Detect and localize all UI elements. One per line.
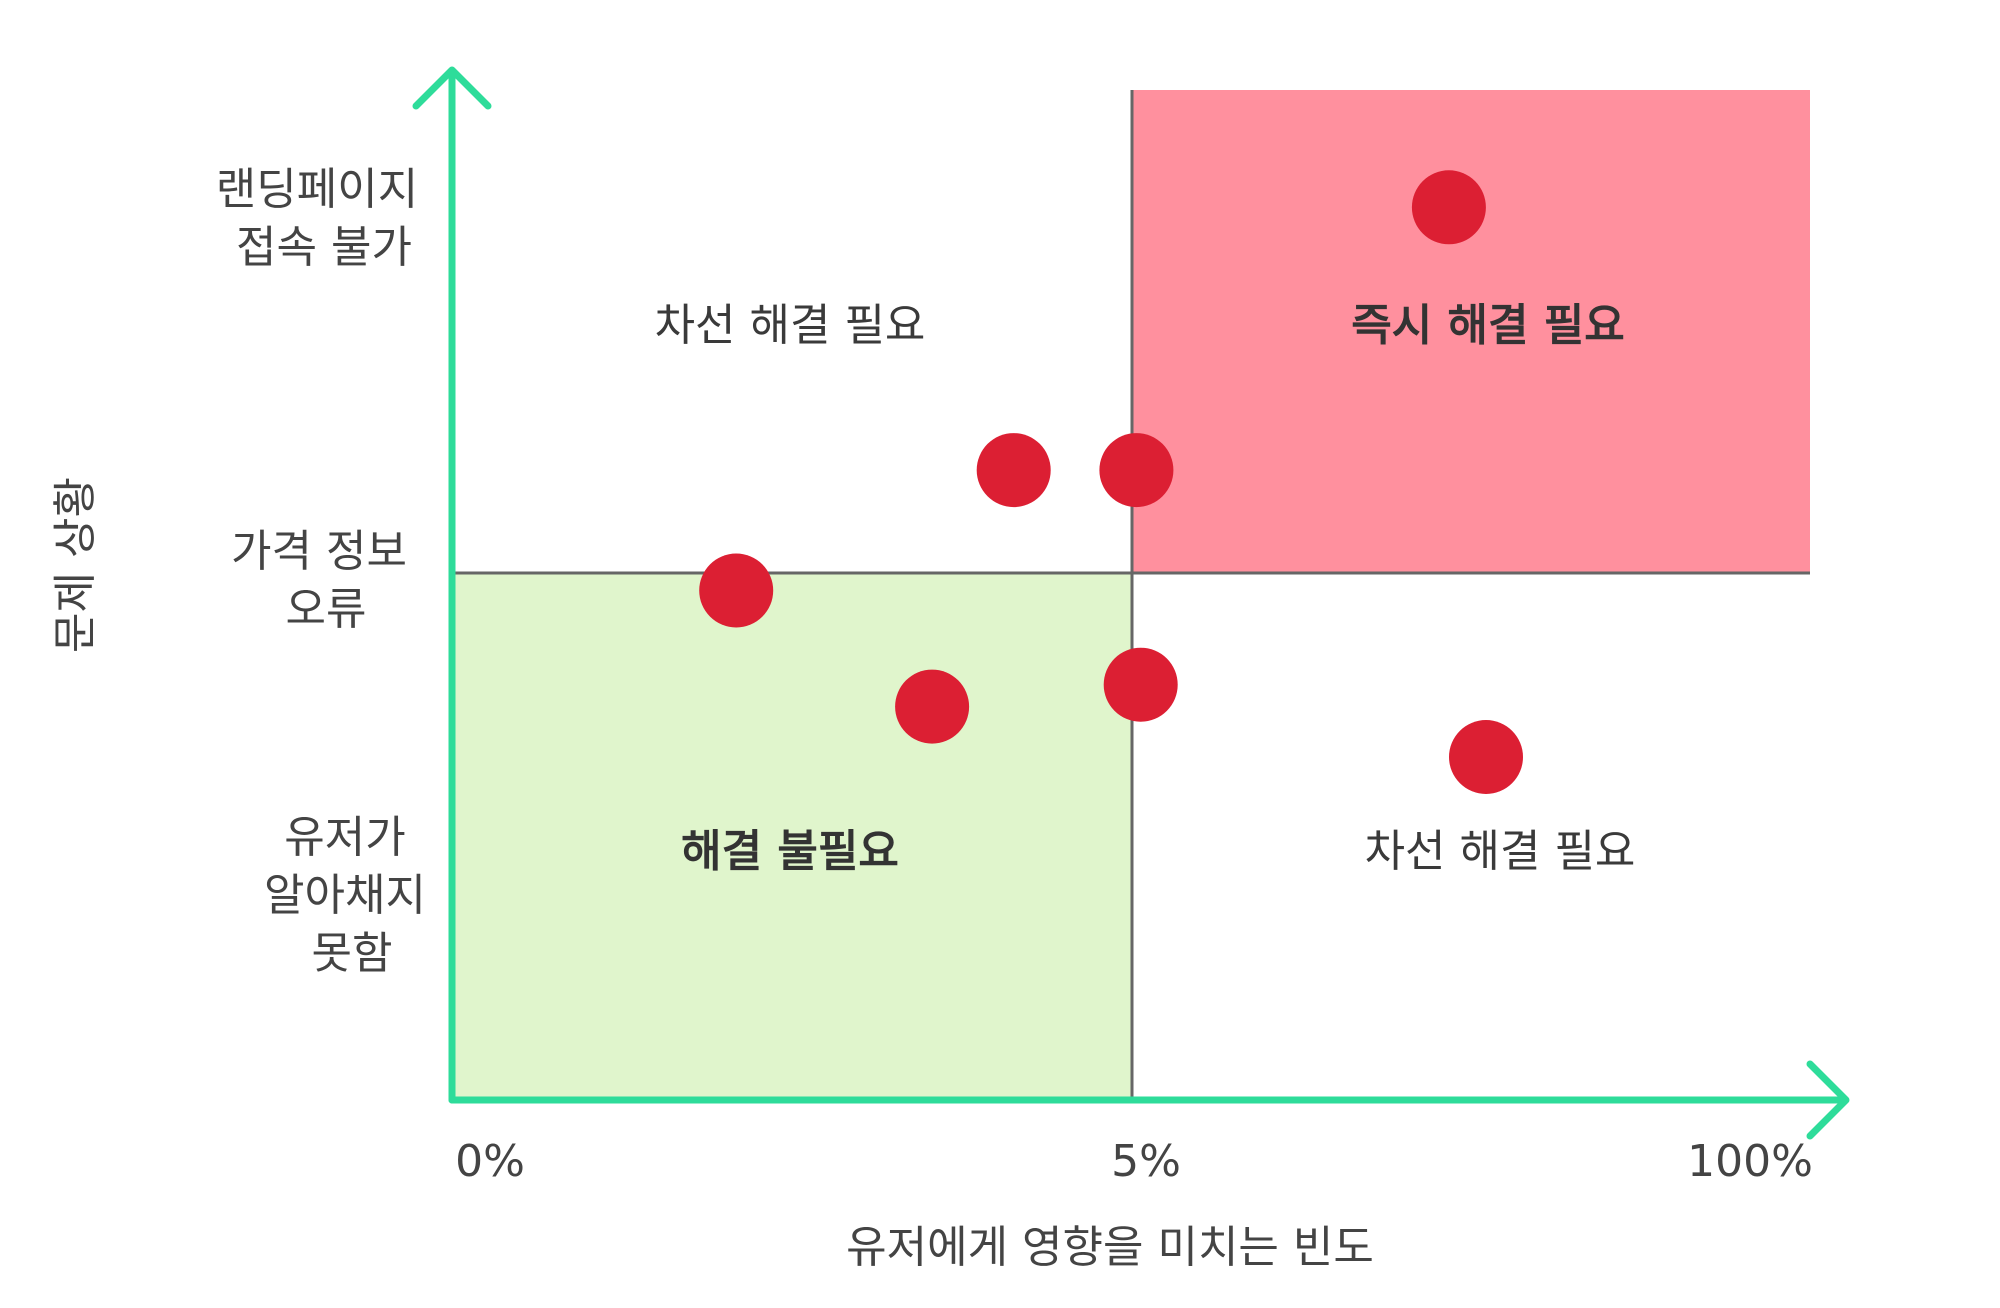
quadrant-label-top-right: 즉시 해결 필요 (1351, 300, 1625, 351)
data-point-7 (1449, 720, 1523, 794)
x-axis (448, 1060, 1850, 1140)
data-points (699, 170, 1523, 794)
data-point-1 (976, 433, 1051, 508)
quadrant-label-bottom-left: 해결 불필요 (681, 826, 899, 877)
data-point-6 (1103, 647, 1178, 722)
y-axis-arrow-icon (412, 66, 492, 110)
data-point-5 (1411, 170, 1486, 245)
y-axis (412, 66, 492, 1104)
data-point-3 (895, 669, 970, 744)
y-category-label-landing: 랜딩페이지 접속 불가 (216, 164, 432, 273)
quadrant-no-fix-background (452, 573, 1132, 1100)
quadrant-label-top-left: 차선 해결 필요 (655, 300, 926, 351)
x-axis-arrow-icon (1806, 1060, 1850, 1140)
data-point-2 (699, 553, 774, 628)
quadrant-label-bottom-right: 차선 해결 필요 (1365, 826, 1636, 877)
x-tick-label-5: 5% (1111, 1136, 1181, 1187)
y-category-label-price: 가격 정보 오류 (231, 526, 421, 635)
y-category-label-unnoticed: 유저가 알아채지 못함 (264, 812, 440, 979)
y-axis-title: 문제 상황 (50, 477, 101, 653)
quadrant-urgent-background (1132, 90, 1810, 573)
x-axis-title: 유저에게 영향을 미치는 빈도 (846, 1222, 1374, 1273)
x-tick-label-100: 100% (1687, 1136, 1813, 1187)
data-point-4 (1099, 433, 1174, 508)
x-tick-label-0: 0% (455, 1136, 525, 1187)
